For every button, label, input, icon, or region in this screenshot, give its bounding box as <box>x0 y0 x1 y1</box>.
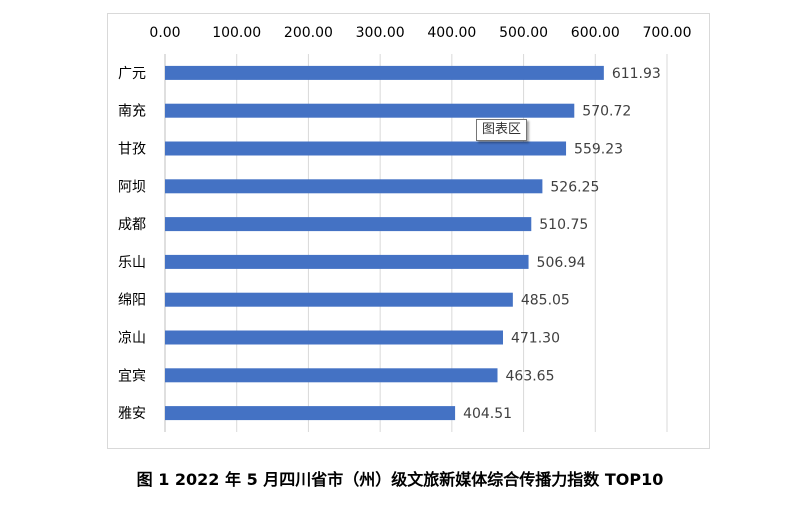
category-label: 广元 <box>118 66 146 82</box>
x-tick-label: 700.00 <box>643 25 692 41</box>
data-label: 485.05 <box>521 293 570 309</box>
data-label: 506.94 <box>537 255 586 271</box>
x-axis-ticks: 0.00 100.00 200.00 300.00 400.00 500.00 600.00… <box>149 25 691 41</box>
x-tick-label: 300.00 <box>356 25 405 41</box>
category-label: 乐山 <box>118 255 146 271</box>
bar[interactable] <box>165 103 575 118</box>
category-label: 雅安 <box>118 406 146 422</box>
bars <box>165 65 604 421</box>
data-label: 471.30 <box>511 331 560 347</box>
data-label: 559.23 <box>574 142 623 158</box>
x-tick-label: 100.00 <box>212 25 261 41</box>
category-label: 成都 <box>118 217 146 233</box>
data-label: 463.65 <box>506 368 555 384</box>
bar-chart: 0.00 100.00 200.00 300.00 400.00 500.00 600.00… <box>118 25 692 432</box>
bar[interactable] <box>165 65 604 80</box>
bar[interactable] <box>165 254 529 269</box>
category-label: 宜宾 <box>118 368 146 384</box>
data-label: 611.93 <box>612 66 661 82</box>
bar[interactable] <box>165 217 532 232</box>
x-tick-label: 500.00 <box>499 25 548 41</box>
data-label: 570.72 <box>582 104 631 120</box>
value-labels: 611.93 570.72 559.23 526.25 510.75 506.94 485.… <box>463 66 661 422</box>
bar[interactable] <box>165 330 503 345</box>
category-label: 甘孜 <box>118 142 146 158</box>
category-label: 凉山 <box>118 331 146 347</box>
data-label: 404.51 <box>463 406 512 422</box>
chart-area[interactable]: 0.00 100.00 200.00 300.00 400.00 500.00 600.00… <box>107 13 710 449</box>
chart-area-tooltip: 图表区 <box>476 119 528 141</box>
category-label: 阿坝 <box>118 179 146 195</box>
bar[interactable] <box>165 141 567 156</box>
category-label: 绵阳 <box>118 292 146 309</box>
bar[interactable] <box>165 406 456 421</box>
category-label: 南充 <box>118 104 146 120</box>
x-tick-label: 600.00 <box>571 25 620 41</box>
x-tick-label: 0.00 <box>149 25 180 41</box>
x-tick-label: 400.00 <box>427 25 476 41</box>
data-label: 526.25 <box>550 179 599 195</box>
x-tick-label: 200.00 <box>284 25 333 41</box>
figure-caption: 图 1 2022 年 5 月四川省市（州）级文旅新媒体综合传播力指数 TOP10 <box>136 470 664 489</box>
bar[interactable] <box>165 368 498 383</box>
bar[interactable] <box>165 292 513 307</box>
data-label: 510.75 <box>539 217 588 233</box>
bar[interactable] <box>165 179 543 194</box>
